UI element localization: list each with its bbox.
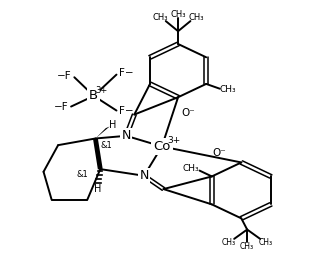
Text: F−: F− — [119, 68, 134, 78]
Text: H: H — [109, 120, 116, 130]
Text: N: N — [122, 129, 131, 142]
Text: 3+: 3+ — [167, 136, 181, 145]
Text: O⁻: O⁻ — [213, 148, 226, 158]
Polygon shape — [95, 126, 110, 139]
Text: CH₃: CH₃ — [259, 238, 273, 247]
Text: Co: Co — [153, 140, 171, 153]
Text: B: B — [89, 89, 98, 102]
Text: CH₃: CH₃ — [188, 13, 204, 22]
Text: CH₃: CH₃ — [240, 242, 254, 251]
Text: −F: −F — [54, 102, 68, 112]
Text: &1: &1 — [77, 170, 88, 179]
Text: CH₃: CH₃ — [170, 10, 186, 19]
Text: CH₃: CH₃ — [221, 238, 235, 247]
Text: 3+: 3+ — [95, 86, 108, 94]
Text: CH₃: CH₃ — [220, 85, 236, 94]
Text: N: N — [139, 169, 149, 182]
Text: CH₃: CH₃ — [152, 13, 168, 22]
Text: −F: −F — [57, 71, 72, 81]
Text: CH₃: CH₃ — [182, 164, 199, 173]
Text: &1: &1 — [101, 141, 112, 150]
Text: F−: F− — [119, 106, 134, 116]
Text: H: H — [94, 184, 101, 194]
Text: O⁻: O⁻ — [181, 108, 195, 118]
